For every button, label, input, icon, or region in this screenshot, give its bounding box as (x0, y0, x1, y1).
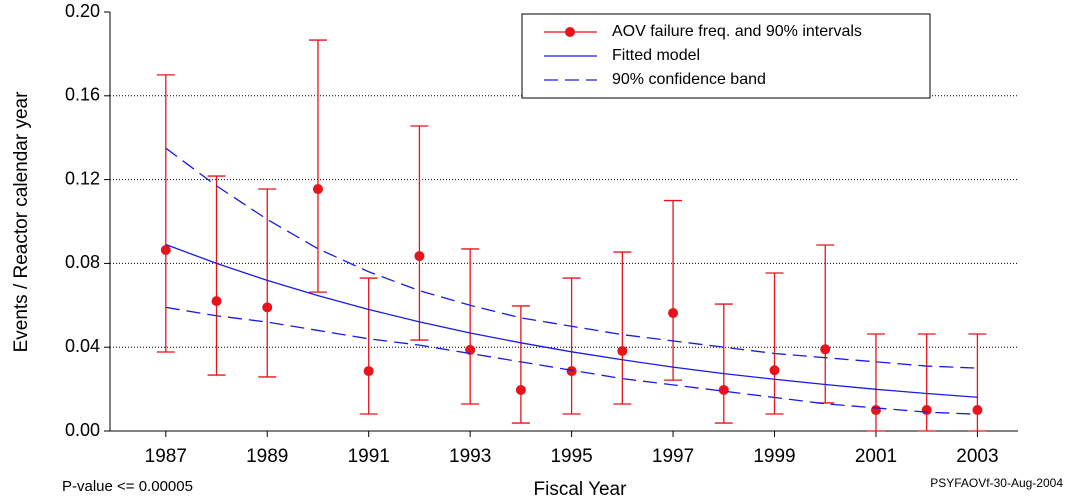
legend-marker (565, 27, 575, 37)
data-point (769, 365, 780, 376)
y-tick-label: 0.20 (65, 1, 100, 21)
y-tick-label: 0.08 (65, 252, 100, 272)
series-line (165, 306, 978, 415)
series-line (165, 243, 978, 398)
x-tick-label: 1989 (246, 446, 288, 467)
data-point (870, 405, 881, 416)
y-tick-label: 0.00 (65, 420, 100, 440)
data-point (972, 405, 983, 416)
data-point (160, 244, 171, 255)
data-point (566, 366, 577, 377)
x-axis-label: Fiscal Year (534, 479, 628, 500)
footnote: PSYFAOVf-30-Aug-2004 (930, 476, 1063, 490)
y-tick-label: 0.12 (65, 168, 100, 188)
data-point (515, 384, 526, 395)
x-tick-label: 1993 (449, 446, 491, 467)
x-tick-label: 1987 (145, 446, 187, 467)
legend-label: Fitted model (612, 47, 700, 64)
data-point (718, 384, 729, 395)
y-tick-label: 0.04 (65, 336, 100, 356)
x-tick-label: 2003 (956, 446, 998, 467)
data-point (363, 366, 374, 377)
legend-label: AOV failure freq. and 90% intervals (612, 23, 862, 40)
data-point (617, 345, 628, 356)
data-point (921, 405, 932, 416)
series-line (165, 147, 978, 369)
data-point (668, 308, 679, 319)
y-axis-label: Events / Reactor calendar year (11, 91, 32, 353)
x-tick-label: 1991 (348, 446, 390, 467)
x-tick-label: 1999 (753, 446, 795, 467)
data-point (211, 296, 222, 307)
data-point (414, 251, 425, 262)
legend-label: 90% confidence band (612, 71, 766, 88)
x-tick-label: 2001 (855, 446, 897, 467)
y-tick-label: 0.16 (65, 85, 100, 105)
x-tick-label: 1995 (550, 446, 592, 467)
data-point (312, 184, 323, 195)
data-point (262, 302, 273, 313)
footnote: P-value <= 0.00005 (62, 478, 193, 495)
x-tick-label: 1997 (652, 446, 694, 467)
data-point (820, 344, 831, 355)
